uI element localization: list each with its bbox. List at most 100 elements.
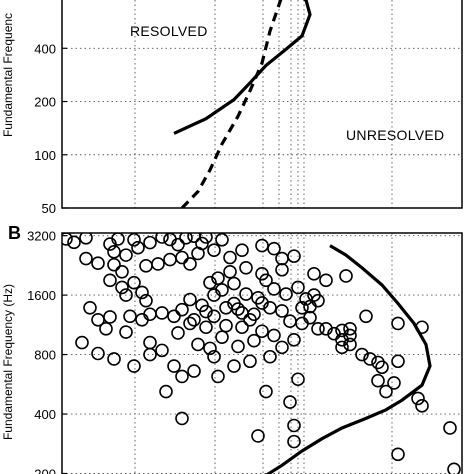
data-point	[167, 359, 181, 373]
data-point	[267, 328, 281, 343]
data-point	[411, 391, 425, 406]
data-point	[67, 235, 81, 250]
region-annotation-unresolved: UNRESOLVED	[346, 127, 444, 143]
y-axis-label: Fundamental Frequenc	[1, 13, 15, 137]
data-point	[127, 275, 141, 290]
data-point	[255, 238, 269, 253]
y-tick-label: 200	[34, 466, 56, 474]
plot-area	[173, 0, 312, 208]
data-point	[267, 282, 281, 296]
y-tick-label: 800	[34, 348, 56, 363]
data-point	[279, 287, 293, 301]
data-point	[119, 325, 133, 339]
data-point	[391, 354, 405, 369]
y-tick-label: 800	[34, 0, 56, 3]
data-point	[103, 310, 117, 324]
data-point	[155, 343, 169, 358]
data-point	[215, 283, 229, 297]
data-point	[251, 291, 265, 305]
data-point	[175, 250, 189, 265]
data-point	[375, 360, 389, 375]
data-point	[319, 273, 333, 288]
data-point	[191, 337, 205, 352]
data-point	[335, 333, 349, 347]
data-point	[62, 233, 73, 246]
data-point	[187, 364, 201, 378]
data-point	[391, 316, 405, 331]
data-point	[243, 312, 257, 327]
data-point	[191, 246, 205, 261]
data-point	[207, 309, 221, 324]
data-point	[139, 259, 153, 273]
data-point	[255, 267, 269, 281]
data-point	[275, 262, 289, 277]
solid-boundary-curve	[265, 244, 432, 474]
data-point	[251, 429, 265, 443]
data-point	[155, 306, 169, 320]
data-point	[99, 322, 113, 336]
data-point	[239, 260, 253, 275]
data-point	[179, 233, 193, 245]
data-point	[175, 411, 189, 426]
y-tick-label: 400	[34, 41, 56, 56]
data-point	[159, 384, 173, 399]
y-tick-label: 50	[42, 201, 56, 216]
data-point	[311, 322, 325, 336]
data-point	[167, 309, 181, 324]
data-point	[211, 369, 225, 384]
data-point	[255, 324, 269, 339]
data-point	[307, 288, 321, 302]
data-point	[135, 285, 149, 300]
panel-b: 200 400 800 1600 3200 Fundamental Frequency (…	[1, 223, 463, 474]
data-point	[259, 384, 273, 399]
data-point	[307, 267, 321, 281]
data-point	[231, 302, 245, 316]
panel-a: 50 100 200 400 800 Fundamental Frequenc RESOLV…	[1, 0, 463, 216]
y-tick-label: 100	[34, 148, 56, 163]
data-point	[183, 257, 197, 271]
data-point	[243, 354, 257, 369]
data-point	[115, 264, 129, 279]
data-point	[127, 359, 141, 373]
data-point	[223, 264, 237, 279]
data-point	[203, 341, 217, 356]
data-point	[359, 309, 373, 324]
data-point	[131, 240, 145, 255]
data-point	[107, 257, 121, 272]
data-point	[139, 293, 153, 308]
data-point	[127, 233, 141, 247]
data-point	[215, 233, 229, 247]
data-point	[183, 292, 197, 307]
plot-frame	[61, 232, 463, 474]
solid-boundary-curve	[173, 0, 312, 135]
data-point	[155, 233, 169, 244]
data-point	[239, 287, 253, 301]
data-point	[143, 347, 157, 362]
data-point	[443, 421, 457, 435]
data-point	[263, 349, 277, 364]
panel-label: B	[8, 223, 21, 243]
data-point	[219, 318, 233, 333]
data-point	[227, 359, 241, 373]
data-point	[303, 310, 317, 325]
y-tick-label: 1600	[27, 288, 56, 303]
data-point	[79, 233, 93, 245]
plot-frame	[61, 0, 463, 209]
data-point	[287, 249, 301, 263]
data-point	[223, 250, 237, 265]
data-point	[343, 322, 357, 336]
data-point	[283, 395, 297, 409]
data-point	[231, 339, 245, 354]
data-point	[235, 243, 249, 258]
data-point	[183, 316, 197, 331]
data-point	[187, 312, 201, 327]
data-point	[163, 252, 177, 267]
data-point	[171, 326, 185, 340]
data-point	[199, 233, 213, 244]
data-point	[75, 335, 89, 350]
data-point	[143, 335, 157, 350]
data-point	[211, 271, 225, 285]
data-point	[195, 298, 209, 313]
data-point	[339, 269, 353, 283]
data-point	[91, 256, 105, 271]
